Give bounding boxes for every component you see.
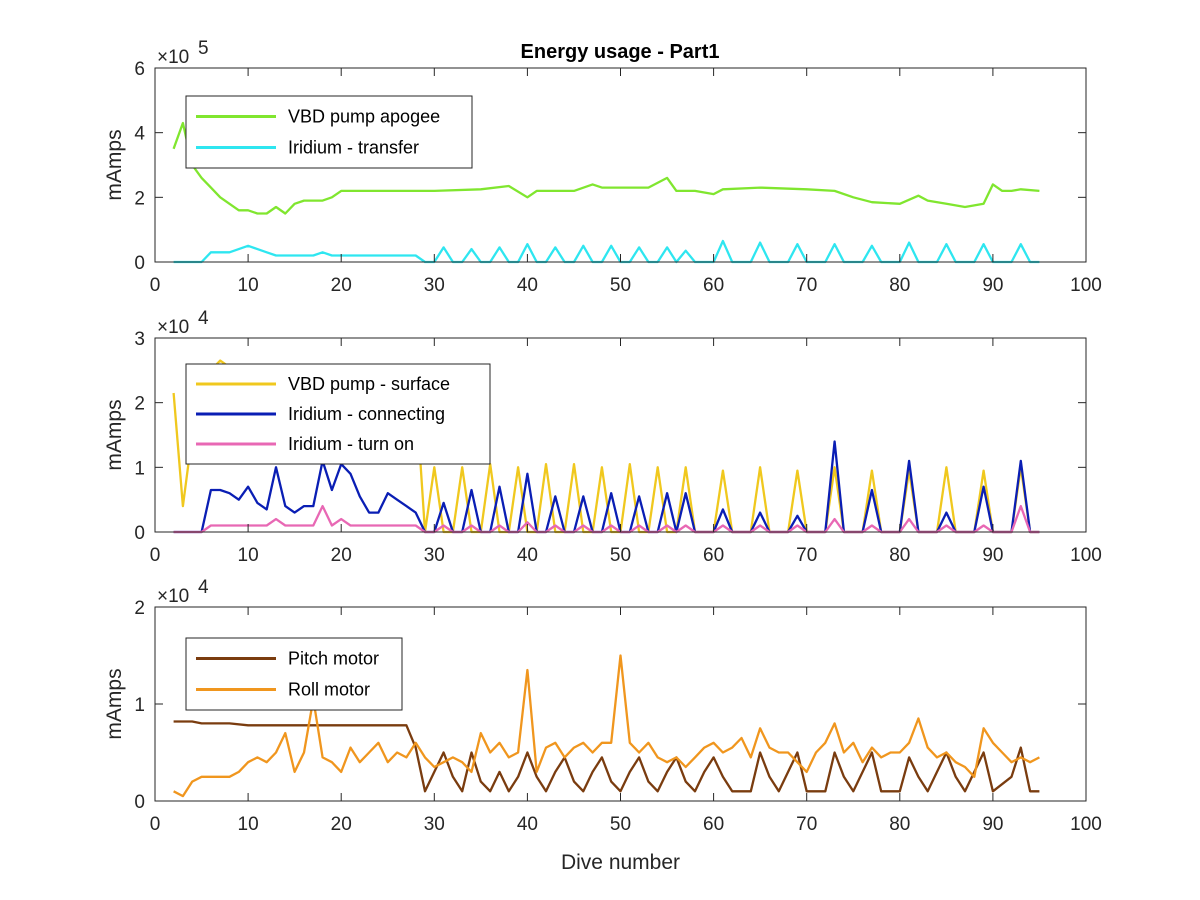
x-tick-label: 60 (703, 814, 724, 835)
legend-entry: Roll motor (288, 680, 370, 700)
y-multiplier-base: ×10 (157, 586, 189, 607)
y-tick-label: 0 (134, 792, 145, 813)
series-line-2-3 (173, 504, 1040, 534)
figure-title: Energy usage - Part1 (521, 41, 720, 63)
x-tick-label: 30 (424, 814, 445, 835)
y-axis-label: mAmps (103, 129, 126, 200)
x-tick-label: 100 (1070, 545, 1102, 566)
legend: VBD pump apogee Iridium - transfer (185, 95, 473, 169)
series-line-1-2 (173, 239, 1040, 264)
y-multiplier-exponent: 4 (198, 308, 209, 329)
legend-entry: Iridium - turn on (288, 434, 414, 454)
x-tick-label: 40 (517, 275, 538, 296)
x-tick-label: 80 (889, 545, 910, 566)
x-tick-label: 10 (238, 814, 259, 835)
subplot-3: 0 10 20 30 40 50 60 70 80 90 100 0 1 2 ×10 4 mAmps Dive n… (103, 577, 1102, 874)
y-axis-label: mAmps (103, 399, 126, 470)
x-tick-label: 20 (331, 814, 352, 835)
y-tick-label: 2 (134, 188, 145, 209)
legend: VBD pump - surface Iridium - connecting Ir… (185, 363, 491, 465)
series-line-3-2 (173, 654, 1040, 798)
y-tick-label: 2 (134, 394, 145, 415)
x-tick-label: 80 (889, 814, 910, 835)
x-tick-label: 70 (796, 545, 817, 566)
x-tick-label: 60 (703, 545, 724, 566)
x-tick-label: 90 (982, 814, 1003, 835)
x-tick-label: 90 (982, 275, 1003, 296)
x-tick-label: 80 (889, 275, 910, 296)
x-tick-label: 50 (610, 275, 631, 296)
y-tick-label: 4 (134, 124, 145, 145)
x-tick-label: 60 (703, 275, 724, 296)
legend-entry: Pitch motor (288, 649, 379, 669)
x-tick-label: 10 (238, 275, 259, 296)
legend-entry: VBD pump apogee (288, 107, 440, 127)
x-tick-label: 10 (238, 545, 259, 566)
y-tick-label: 3 (134, 329, 145, 350)
x-tick-label: 90 (982, 545, 1003, 566)
x-tick-label: 0 (150, 275, 161, 296)
legend-entry: VBD pump - surface (288, 374, 450, 394)
y-tick-label: 6 (134, 59, 145, 80)
y-multiplier-base: ×10 (157, 317, 189, 338)
y-multiplier-exponent: 4 (198, 577, 209, 598)
x-tick-label: 100 (1070, 275, 1102, 296)
subplot-2: 0 10 20 30 40 50 60 70 80 90 100 0 1 2 3 ×10 4 mAmps VBD p… (103, 308, 1102, 566)
legend-entry: Iridium - connecting (288, 404, 445, 424)
legend-box (185, 637, 403, 711)
x-tick-label: 50 (610, 814, 631, 835)
x-tick-label: 40 (517, 545, 538, 566)
x-tick-label: 0 (150, 814, 161, 835)
y-multiplier-exponent: 5 (198, 38, 209, 59)
legend: Pitch motor Roll motor (185, 637, 403, 711)
x-tick-label: 30 (424, 275, 445, 296)
x-tick-label: 20 (331, 275, 352, 296)
x-tick-label: 50 (610, 545, 631, 566)
legend-box (185, 95, 473, 169)
y-axis-label: mAmps (103, 668, 126, 739)
x-tick-label: 40 (517, 814, 538, 835)
x-axis-label: Dive number (561, 851, 680, 874)
x-tick-label: 70 (796, 275, 817, 296)
x-tick-label: 70 (796, 814, 817, 835)
series-line-3-1 (173, 720, 1040, 793)
subplot-1: 0 10 20 30 40 50 60 70 80 90 100 0 2 4 6 ×10 5 mAmps VBD p… (103, 38, 1102, 296)
y-tick-label: 1 (134, 695, 145, 716)
y-tick-label: 1 (134, 458, 145, 479)
x-tick-label: 100 (1070, 814, 1102, 835)
y-tick-label: 2 (134, 598, 145, 619)
x-tick-label: 30 (424, 545, 445, 566)
legend-entry: Iridium - transfer (288, 138, 419, 158)
y-multiplier-base: ×10 (157, 47, 189, 68)
series-line-1-1 (172, 121, 1040, 215)
y-tick-label: 0 (134, 253, 145, 274)
y-tick-label: 0 (134, 523, 145, 544)
x-tick-label: 0 (150, 545, 161, 566)
x-tick-label: 20 (331, 545, 352, 566)
